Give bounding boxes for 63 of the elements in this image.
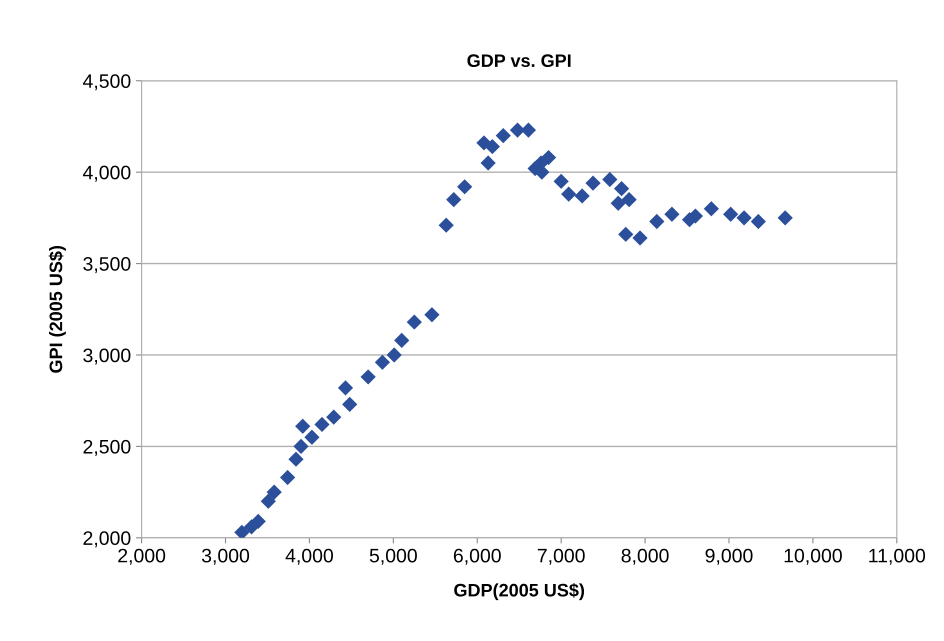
point [293, 438, 309, 454]
point [778, 210, 793, 226]
point [424, 307, 440, 322]
point [457, 179, 472, 194]
point [342, 396, 358, 412]
point [496, 128, 511, 144]
point [736, 210, 752, 226]
point [554, 174, 569, 189]
point [520, 122, 536, 138]
point [585, 176, 601, 191]
point [266, 484, 282, 500]
point [561, 186, 576, 202]
x-tick-label: 6,000 [454, 548, 501, 565]
x-axis-title: GDP(2005 US$) [454, 583, 584, 600]
y-axis-title: GPI (2005 US$) [48, 246, 66, 373]
point [480, 155, 496, 171]
point [260, 494, 276, 509]
y-tick-label: 4,000 [82, 166, 130, 182]
point [288, 452, 304, 467]
y-tick-label: 2,500 [84, 440, 130, 456]
x-tick-label: 10,000 [784, 548, 842, 565]
point [649, 214, 664, 230]
point [394, 332, 410, 348]
point [250, 514, 266, 529]
point [374, 354, 390, 370]
point [446, 192, 462, 208]
x-tick-label: 5,000 [370, 548, 417, 565]
point [484, 138, 500, 154]
x-tick-label: 2,000 [118, 548, 166, 565]
point [338, 380, 354, 396]
point [326, 410, 342, 425]
x-tick-label: 3,000 [202, 548, 250, 565]
point [622, 192, 637, 208]
point [602, 172, 618, 188]
x-tick-label: 9,000 [706, 548, 753, 565]
point [610, 196, 626, 211]
point [406, 314, 422, 330]
point [723, 206, 738, 222]
x-tick-label: 11,000 [869, 548, 926, 565]
point [234, 524, 250, 538]
x-tick-label: 7,000 [538, 548, 585, 565]
point [540, 150, 556, 166]
point [614, 181, 630, 196]
point [295, 418, 310, 434]
x-tick-label: 4,000 [286, 548, 333, 565]
point [632, 230, 648, 246]
y-tick-label: 2,000 [84, 531, 130, 548]
point [704, 201, 719, 216]
point [360, 369, 376, 385]
y-tick-label: 3,000 [83, 348, 130, 365]
point [438, 218, 454, 233]
point [618, 226, 634, 242]
point [750, 214, 766, 230]
point [574, 188, 590, 204]
chart-title: GDP vs. GPI [467, 54, 571, 68]
x-tick-label: 8,000 [622, 548, 669, 565]
point [280, 470, 296, 486]
y-tick-label: 4,500 [82, 74, 130, 90]
point [386, 347, 402, 363]
point [304, 430, 320, 445]
point [314, 416, 330, 432]
y-tick-label: 3,500 [83, 257, 130, 274]
point [664, 206, 680, 222]
